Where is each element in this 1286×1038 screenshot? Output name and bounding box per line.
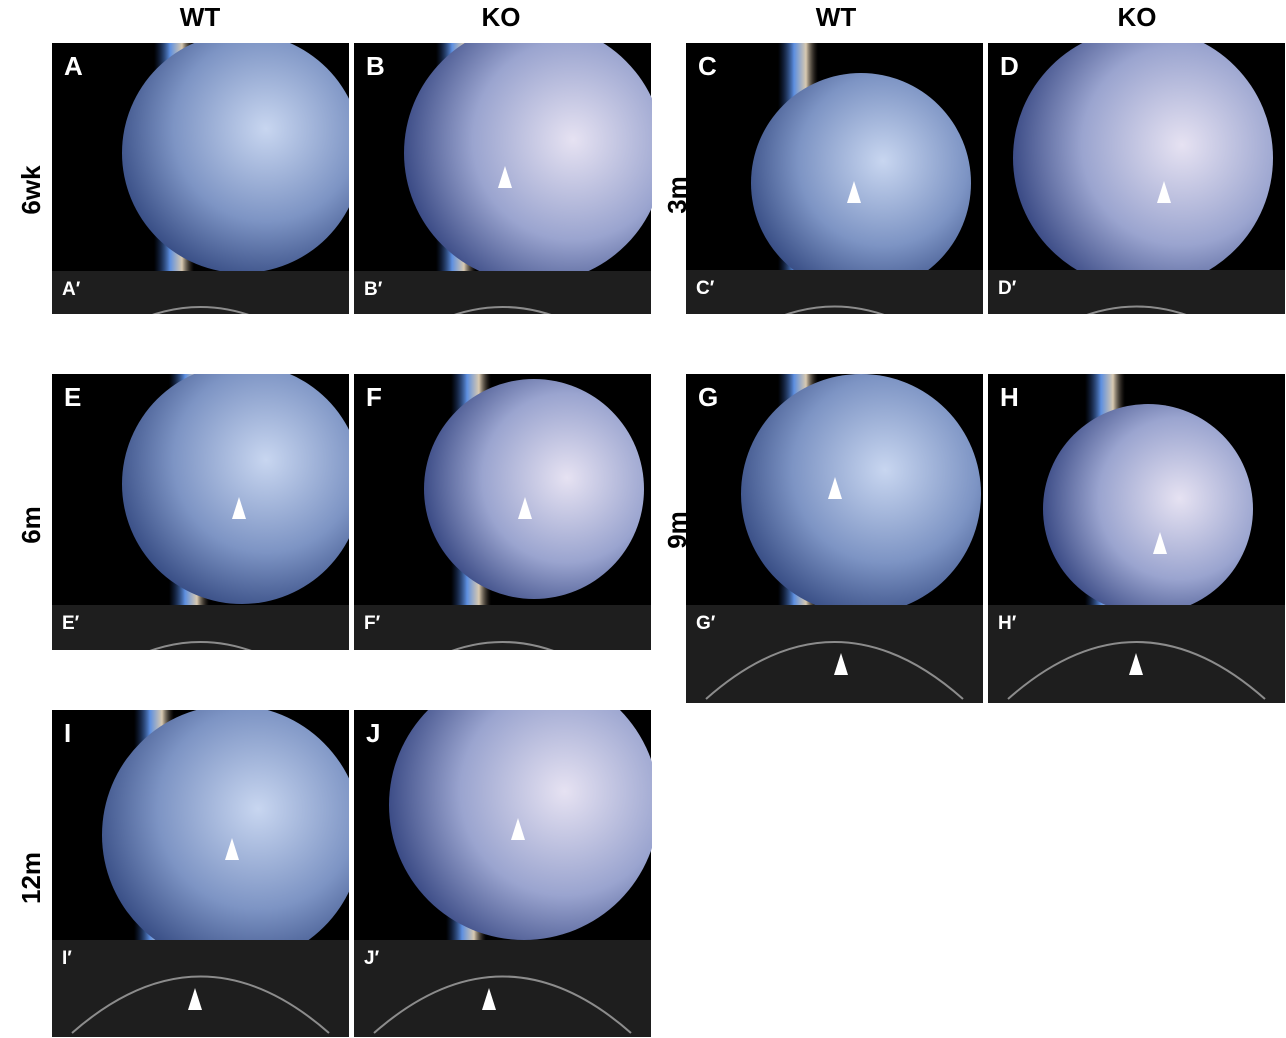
panel: D D′ [988, 0, 1285, 367]
eye [389, 670, 659, 940]
oct-label: A′ [62, 279, 81, 300]
eye [404, 23, 664, 283]
row-label: 12m [16, 852, 46, 904]
panel: C C′ [686, 0, 983, 367]
oct-label: D′ [998, 278, 1017, 299]
eye [122, 364, 362, 604]
column-header: WT [816, 2, 857, 32]
gutter [686, 703, 1286, 1038]
oct-label: I′ [62, 948, 72, 969]
panel: B B′ [354, 0, 664, 367]
panel: A A′ [52, 0, 362, 367]
eye [1013, 28, 1273, 288]
panel-label: I [64, 718, 71, 748]
gutter [349, 0, 354, 1038]
eye [122, 33, 362, 273]
oct-scan [354, 940, 651, 1037]
panel-label: H [1000, 382, 1019, 412]
row-label: 6m [16, 506, 46, 544]
panel-label: A [64, 51, 83, 81]
oct-label: G′ [696, 613, 716, 634]
oct-label: J′ [364, 948, 380, 969]
oct-label: E′ [62, 613, 80, 634]
gutter [0, 367, 1286, 374]
panel-label: E [64, 382, 81, 412]
column-header: KO [482, 2, 521, 32]
oct-label: C′ [696, 278, 715, 299]
crop-top [354, 650, 651, 710]
panel-label: F [366, 382, 382, 412]
crop-top [52, 650, 349, 710]
row-label: 6wk [16, 165, 46, 215]
panel-label: J [366, 718, 380, 748]
row-label: 3m [662, 176, 692, 214]
crop-top [52, 314, 349, 374]
column-header: WT [180, 2, 221, 32]
oct-scan [52, 940, 349, 1037]
oct-label: B′ [364, 279, 383, 300]
oct-scan [686, 605, 983, 703]
eye [751, 73, 971, 293]
panel-label: D [1000, 51, 1019, 81]
eye [741, 374, 981, 614]
panel-label: B [366, 51, 385, 81]
column-header: KO [1118, 2, 1157, 32]
crop-top [686, 314, 983, 374]
eye [102, 705, 362, 965]
eye [1043, 404, 1253, 614]
panel-label: G [698, 382, 718, 412]
oct-scan [988, 605, 1285, 703]
eye [424, 379, 644, 599]
panel-label: C [698, 51, 717, 81]
oct-label: F′ [364, 613, 381, 634]
row-label: 9m [662, 511, 692, 549]
crop-top [988, 314, 1285, 374]
crop-top [354, 314, 651, 374]
figure: A A′ B B′ C C′ D D′ E E′ F F′ G G′ H H′ I I′ J J′ WT KO WT KO 6w… [0, 0, 1286, 1038]
oct-label: H′ [998, 613, 1017, 634]
